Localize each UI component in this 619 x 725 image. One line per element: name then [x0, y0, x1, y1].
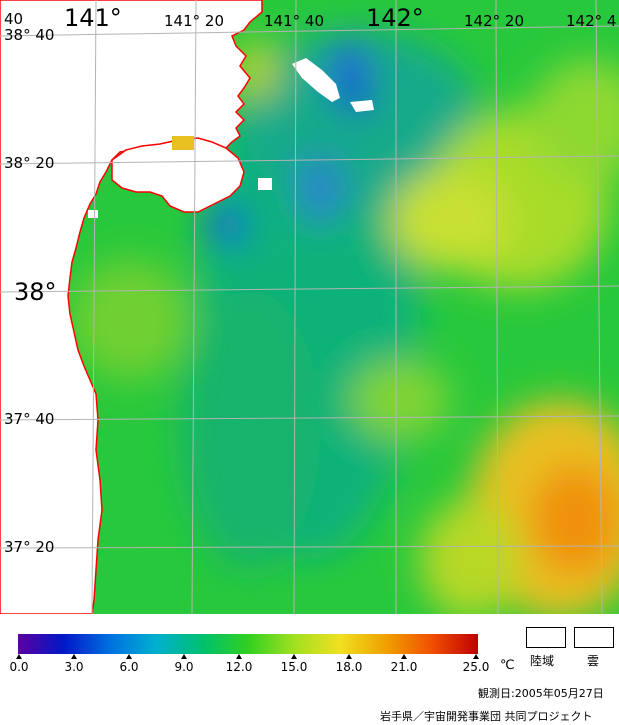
- observation-date: 観測日:2005年05月27日: [478, 687, 604, 700]
- land-legend-swatch: [526, 627, 566, 648]
- cloud-patch: [292, 58, 340, 102]
- cloud-patch: [258, 178, 272, 190]
- cloud-legend-swatch: [574, 627, 614, 648]
- cloud-legend-label: 雲: [587, 654, 600, 668]
- lon-label-141-40: 141° 40: [264, 12, 324, 30]
- colorbar-tick-mark: [346, 654, 352, 659]
- colorbar-tick: 0.0: [9, 660, 29, 674]
- lat-label-37-20: 37° 20: [4, 538, 55, 556]
- colorbar-tick: 15.0: [280, 660, 308, 674]
- colorbar-tick: 12.0: [225, 660, 253, 674]
- cloud-patch: [350, 100, 374, 112]
- colorbar-tick: 25.0: [462, 660, 490, 674]
- lon-label-142-20: 142° 20: [464, 12, 524, 30]
- colorbar-unit: ℃: [500, 658, 515, 673]
- lon-label-142-40: 142° 4: [566, 12, 617, 30]
- lat-label-38-20: 38° 20: [4, 154, 55, 172]
- colorbar-tick-mark: [473, 654, 479, 659]
- colorbar-tick: 9.0: [174, 660, 194, 674]
- sst-map: 40 141° 141° 20 141° 40 142° 142° 20 142…: [0, 0, 619, 614]
- bay-land: [111, 137, 245, 213]
- cloud-patch: [88, 210, 98, 218]
- lon-label-141: 141°: [64, 4, 122, 32]
- lat-label-38-40: 38° 40: [4, 26, 55, 44]
- lat-label-38: 38°: [14, 278, 57, 306]
- lat-label-37-40: 37° 40: [4, 410, 55, 428]
- colorbar-tick: 3.0: [64, 660, 84, 674]
- colorbar-tick-mark: [181, 654, 187, 659]
- colorbar-tick: 21.0: [390, 660, 418, 674]
- colorbar-tick-mark: [126, 654, 132, 659]
- temperature-colorbar: [18, 634, 478, 654]
- graticule: [0, 0, 619, 614]
- colorbar-tick: 18.0: [335, 660, 363, 674]
- colorbar-tick-mark: [236, 654, 242, 659]
- land-legend-label: 陸域: [530, 654, 555, 668]
- lon-label-142: 142°: [366, 4, 424, 32]
- corner-label: 40: [4, 10, 24, 28]
- credit-line: 岩手県／宇宙開発事業団 共同プロジェクト: [380, 710, 593, 723]
- bay-warm-patch: [172, 136, 194, 150]
- lon-label-141-20: 141° 20: [164, 12, 224, 30]
- colorbar-tick-mark: [291, 654, 297, 659]
- sst-map-graphic: [0, 0, 619, 614]
- colorbar-tick-mark: [401, 654, 407, 659]
- colorbar-tick-mark: [71, 654, 77, 659]
- colorbar-tick: 6.0: [119, 660, 139, 674]
- colorbar-tick-mark: [16, 654, 22, 659]
